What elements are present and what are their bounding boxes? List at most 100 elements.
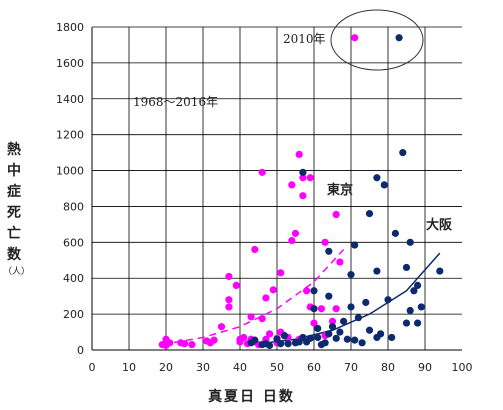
point-tokyo: [351, 34, 359, 42]
point-tokyo: [288, 181, 296, 189]
trend-line-tokyo: [162, 249, 345, 346]
y-axis-ticks: 0 200 400 600 800 1000 1200 1400 1600 1800: [56, 21, 84, 357]
point-tokyo: [188, 341, 196, 349]
point-osaka: [414, 281, 422, 289]
point-osaka: [299, 168, 307, 176]
trend-lines: [162, 249, 441, 346]
y-axis-title-text: 熱中症死亡数: [7, 142, 21, 263]
point-osaka: [336, 328, 344, 336]
x-tick-label: 0: [89, 361, 96, 374]
point-osaka: [314, 324, 322, 333]
point-osaka: [354, 314, 362, 322]
point-osaka: [373, 267, 381, 275]
point-tokyo: [262, 294, 270, 302]
point-osaka: [436, 267, 444, 275]
point-tokyo: [321, 238, 329, 246]
x-tick-label: 50: [270, 361, 284, 374]
point-osaka: [314, 333, 322, 342]
x-tick-label: 10: [122, 361, 136, 374]
x-axis-ticks: 0 10 20 30 40 50 60 70 80 90 100: [89, 361, 473, 374]
point-tokyo: [317, 305, 325, 313]
point-osaka: [340, 317, 348, 325]
point-osaka: [399, 149, 407, 157]
point-osaka: [406, 238, 414, 246]
point-osaka: [351, 241, 359, 249]
x-tick-label: 40: [233, 361, 247, 374]
point-osaka: [391, 229, 399, 237]
point-osaka: [365, 210, 374, 218]
point-osaka: [328, 323, 337, 331]
point-osaka: [351, 336, 359, 344]
point-tokyo: [299, 192, 307, 200]
grid: [91, 26, 462, 351]
point-osaka: [395, 34, 403, 42]
point-tokyo: [291, 229, 300, 237]
x-tick-label: 70: [344, 361, 358, 374]
y-tick-label: 1400: [56, 93, 84, 106]
y-axis-unit: （人）: [3, 267, 31, 277]
point-osaka: [377, 330, 385, 338]
y-tick-label: 1800: [56, 21, 84, 34]
point-tokyo: [166, 339, 174, 347]
series-label-tokyo: 東京: [327, 182, 353, 198]
point-osaka: [373, 174, 381, 182]
point-osaka: [402, 263, 411, 272]
annotation-period: 1968～2016年: [133, 95, 218, 109]
point-osaka: [406, 306, 414, 315]
y-tick-label: 600: [63, 236, 84, 249]
y-tick-label: 800: [63, 200, 84, 213]
point-osaka: [384, 296, 392, 304]
point-tokyo: [277, 269, 285, 277]
point-tokyo: [232, 281, 240, 289]
x-tick-label: 30: [196, 361, 210, 374]
point-osaka: [310, 305, 318, 313]
annotation-2010: 2010年: [283, 32, 326, 46]
y-tick-label: 0: [77, 344, 84, 357]
point-tokyo: [225, 296, 233, 304]
point-osaka: [347, 303, 355, 311]
point-tokyo: [247, 313, 255, 321]
point-tokyo: [332, 210, 340, 219]
point-osaka: [410, 287, 418, 295]
point-tokyo: [288, 236, 296, 245]
point-osaka: [325, 247, 333, 255]
point-osaka: [251, 336, 259, 344]
data-points: [158, 34, 444, 350]
point-tokyo: [258, 314, 266, 323]
point-tokyo: [258, 168, 266, 176]
series-label-osaka: 大阪: [426, 217, 453, 233]
point-osaka: [414, 319, 422, 327]
point-osaka: [388, 333, 396, 342]
point-tokyo: [299, 174, 307, 182]
point-osaka: [310, 287, 318, 295]
point-tokyo: [240, 333, 248, 342]
point-osaka: [321, 339, 329, 347]
point-osaka: [280, 332, 288, 340]
point-tokyo: [310, 319, 318, 327]
point-osaka: [365, 326, 374, 334]
point-osaka: [417, 303, 425, 311]
x-tick-label: 20: [159, 361, 173, 374]
y-axis-title: 熱中症死亡数 （人）: [3, 140, 31, 278]
point-osaka: [332, 334, 340, 342]
point-osaka: [402, 319, 411, 327]
point-tokyo: [303, 287, 311, 295]
point-osaka: [277, 340, 285, 348]
point-tokyo: [225, 303, 233, 311]
x-tick-label: 100: [452, 361, 473, 374]
point-tokyo: [217, 323, 226, 331]
x-tick-label: 90: [418, 361, 432, 374]
point-tokyo: [225, 272, 233, 281]
point-osaka: [306, 334, 314, 342]
point-osaka: [343, 335, 351, 343]
point-tokyo: [180, 340, 189, 348]
point-tokyo: [210, 336, 218, 344]
point-osaka: [325, 292, 333, 300]
x-axis-title: 真夏日 日数: [208, 389, 295, 405]
point-tokyo: [328, 317, 337, 325]
point-tokyo: [306, 174, 314, 182]
point-osaka: [358, 339, 366, 347]
x-tick-label: 60: [307, 361, 321, 374]
point-tokyo: [332, 305, 340, 313]
